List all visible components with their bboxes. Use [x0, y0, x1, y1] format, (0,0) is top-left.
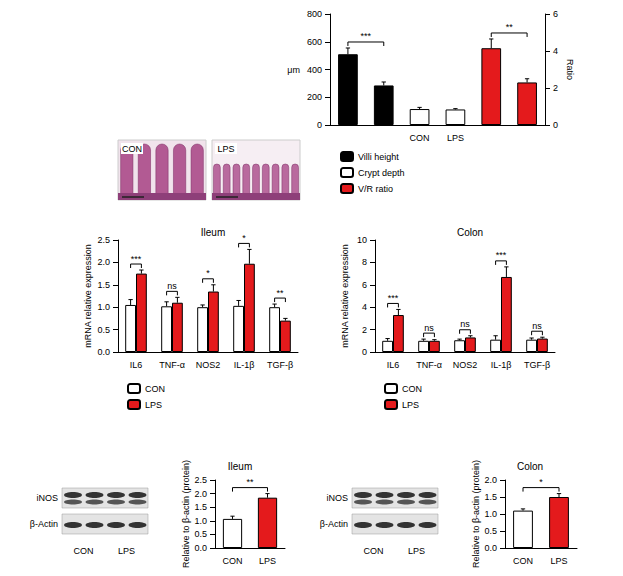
- svg-text:1.0: 1.0: [194, 516, 207, 526]
- svg-text:CON: CON: [122, 144, 142, 154]
- svg-text:6: 6: [362, 280, 367, 290]
- svg-text:0.5: 0.5: [97, 325, 110, 335]
- svg-text:1.5: 1.5: [194, 502, 207, 512]
- svg-text:1.0: 1.0: [97, 302, 110, 312]
- svg-text:mRNA relative expression: mRNA relative expression: [340, 244, 350, 348]
- svg-text:2: 2: [553, 83, 558, 93]
- svg-text:600: 600: [307, 37, 322, 47]
- svg-text:TNF-α: TNF-α: [416, 360, 442, 370]
- svg-text:LPS: LPS: [118, 546, 135, 556]
- svg-text:Relative to β-actin (protein): Relative to β-actin (protein): [471, 460, 481, 568]
- svg-text:CON: CON: [145, 384, 165, 394]
- svg-text:8: 8: [362, 257, 367, 267]
- svg-text:*: *: [539, 477, 543, 487]
- svg-text:CON: CON: [410, 133, 430, 143]
- svg-text:LPS: LPS: [402, 400, 419, 410]
- svg-text:2.0: 2.0: [97, 257, 110, 267]
- svg-text:ns: ns: [167, 281, 177, 291]
- svg-text:**: **: [506, 22, 514, 32]
- svg-text:ns: ns: [460, 319, 470, 329]
- svg-text:***: ***: [496, 250, 507, 260]
- svg-text:β-Actin: β-Actin: [320, 519, 348, 529]
- svg-text:2.5: 2.5: [194, 475, 207, 485]
- svg-text:iNOS: iNOS: [326, 493, 348, 503]
- svg-text:Colon: Colon: [517, 461, 543, 472]
- svg-text:0.0: 0.0: [484, 543, 497, 553]
- svg-text:1.5: 1.5: [484, 492, 497, 502]
- svg-text:LPS: LPS: [408, 546, 425, 556]
- svg-text:IL-1β: IL-1β: [234, 360, 255, 370]
- svg-text:10: 10: [357, 235, 367, 245]
- svg-text:CON: CON: [364, 546, 384, 556]
- svg-text:IL6: IL6: [130, 360, 143, 370]
- svg-text:ns: ns: [532, 321, 542, 331]
- svg-text:0: 0: [362, 347, 367, 357]
- svg-text:CON: CON: [513, 556, 533, 566]
- svg-text:NOS2: NOS2: [453, 360, 478, 370]
- svg-text:Villi height: Villi height: [358, 152, 399, 162]
- svg-text:ns: ns: [424, 323, 434, 333]
- svg-text:LPS: LPS: [550, 556, 567, 566]
- svg-text:**: **: [246, 477, 254, 487]
- svg-text:CON: CON: [74, 546, 94, 556]
- svg-text:1.0: 1.0: [484, 509, 497, 519]
- svg-text:iNOS: iNOS: [36, 493, 58, 503]
- svg-text:Ileum: Ileum: [228, 461, 252, 472]
- svg-text:LPS: LPS: [259, 556, 276, 566]
- svg-text:0.0: 0.0: [97, 347, 110, 357]
- svg-text:*: *: [242, 233, 246, 243]
- svg-text:mRNA relative expression: mRNA relative expression: [83, 244, 93, 348]
- svg-text:0.5: 0.5: [484, 526, 497, 536]
- svg-text:IL6: IL6: [387, 360, 400, 370]
- svg-text:1.5: 1.5: [97, 280, 110, 290]
- svg-text:2: 2: [362, 325, 367, 335]
- svg-text:Ileum: Ileum: [201, 227, 225, 238]
- svg-text:NOS2: NOS2: [196, 360, 221, 370]
- svg-text:800: 800: [307, 9, 322, 19]
- svg-text:LPS: LPS: [145, 400, 162, 410]
- svg-text:μm: μm: [287, 65, 300, 75]
- svg-text:TGF-β: TGF-β: [524, 360, 550, 370]
- svg-text:4: 4: [362, 302, 367, 312]
- svg-text:***: ***: [361, 31, 372, 41]
- svg-text:*: *: [206, 268, 210, 278]
- svg-text:β-Actin: β-Actin: [30, 519, 58, 529]
- svg-text:0.5: 0.5: [194, 529, 207, 539]
- svg-text:LPS: LPS: [217, 144, 234, 154]
- svg-text:4: 4: [553, 46, 558, 56]
- svg-text:Colon: Colon: [457, 227, 483, 238]
- svg-text:IL-1β: IL-1β: [491, 360, 512, 370]
- svg-text:Relative to β-actin (protein): Relative to β-actin (protein): [181, 460, 191, 568]
- svg-text:200: 200: [307, 92, 322, 102]
- svg-text:400: 400: [307, 65, 322, 75]
- svg-text:Ratio: Ratio: [565, 59, 575, 80]
- svg-text:***: ***: [388, 293, 399, 303]
- svg-text:V/R ratio: V/R ratio: [358, 184, 393, 194]
- svg-text:6: 6: [553, 9, 558, 19]
- svg-text:2.5: 2.5: [97, 235, 110, 245]
- svg-text:***: ***: [131, 254, 142, 264]
- svg-text:TGF-β: TGF-β: [267, 360, 293, 370]
- svg-text:0: 0: [317, 120, 322, 130]
- svg-text:**: **: [276, 288, 284, 298]
- svg-text:CON: CON: [402, 384, 422, 394]
- svg-text:2.0: 2.0: [194, 489, 207, 499]
- svg-text:CON: CON: [223, 556, 243, 566]
- svg-text:Crypt depth: Crypt depth: [358, 168, 405, 178]
- svg-text:0.0: 0.0: [194, 543, 207, 553]
- svg-text:LPS: LPS: [447, 133, 464, 143]
- svg-text:TNF-α: TNF-α: [159, 360, 185, 370]
- svg-text:2.0: 2.0: [484, 475, 497, 485]
- svg-text:0: 0: [553, 120, 558, 130]
